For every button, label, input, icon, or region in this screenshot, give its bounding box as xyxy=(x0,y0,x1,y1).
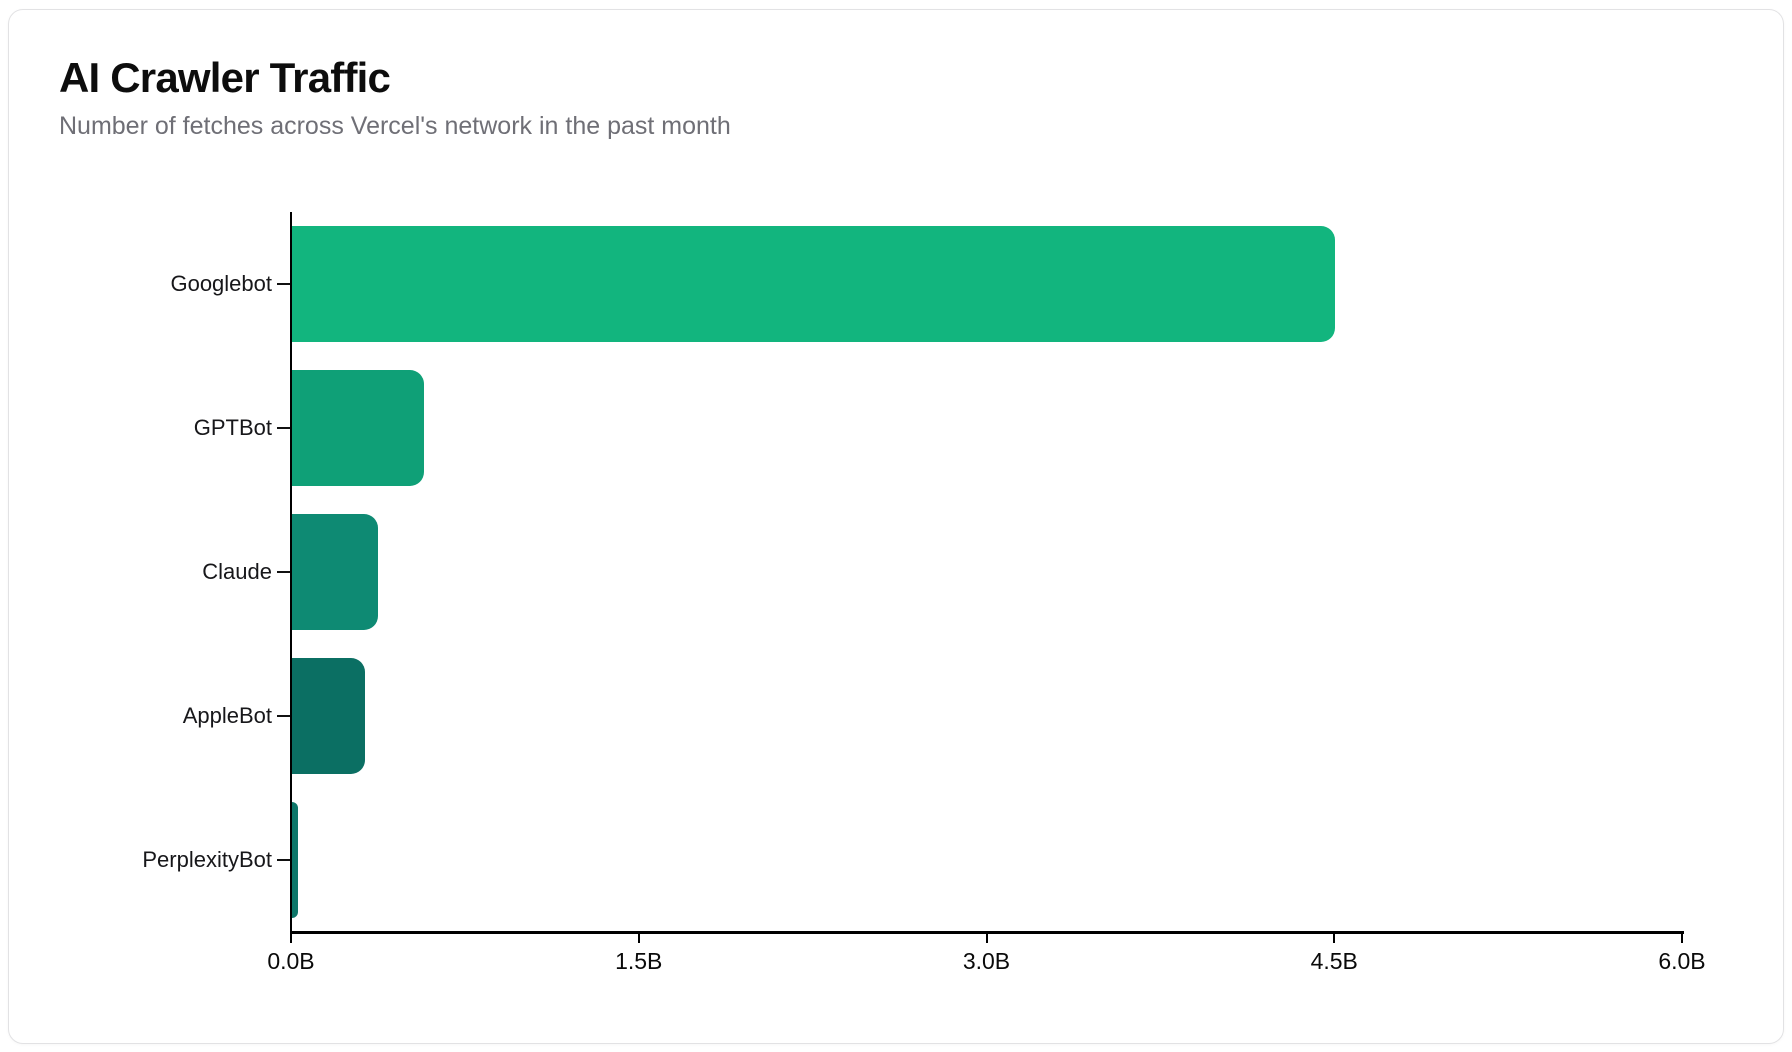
x-axis-tick xyxy=(290,933,292,943)
x-axis-tick-label: 6.0B xyxy=(1658,948,1706,974)
x-axis-tick-label: 3.0B xyxy=(962,948,1011,974)
y-axis-label-googlebot: Googlebot xyxy=(170,271,272,296)
bar-applebot xyxy=(292,658,365,774)
y-axis-label-applebot: AppleBot xyxy=(182,703,272,728)
y-axis-tick xyxy=(277,426,290,429)
x-axis-tick-label: 1.5B xyxy=(615,948,663,974)
y-axis-label-claude: Claude xyxy=(202,559,272,584)
x-axis-tick-label: 4.5B xyxy=(1310,948,1358,974)
x-axis-tick-label: 0.0B xyxy=(267,948,315,974)
x-axis-line xyxy=(290,931,1684,934)
y-axis-tick xyxy=(277,858,290,861)
chart-title: AI Crawler Traffic xyxy=(59,54,391,101)
bar-googlebot xyxy=(292,226,1336,342)
y-axis-tick xyxy=(277,570,290,573)
x-axis-tick xyxy=(637,933,640,943)
x-axis-tick xyxy=(1333,933,1336,943)
y-axis-label-gptbot: GPTBot xyxy=(193,415,272,440)
chart-subtitle: Number of fetches across Vercel's networ… xyxy=(59,112,731,140)
y-axis-line xyxy=(290,212,292,932)
y-axis-tick xyxy=(277,282,290,285)
bar-gptbot xyxy=(292,370,424,486)
bar-perplexitybot xyxy=(292,802,298,918)
y-axis-tick xyxy=(277,714,290,717)
y-axis-label-perplexitybot: PerplexityBot xyxy=(142,847,272,872)
x-axis-tick xyxy=(985,933,988,943)
bar-claude xyxy=(292,514,378,630)
x-axis-tick xyxy=(1681,933,1683,943)
